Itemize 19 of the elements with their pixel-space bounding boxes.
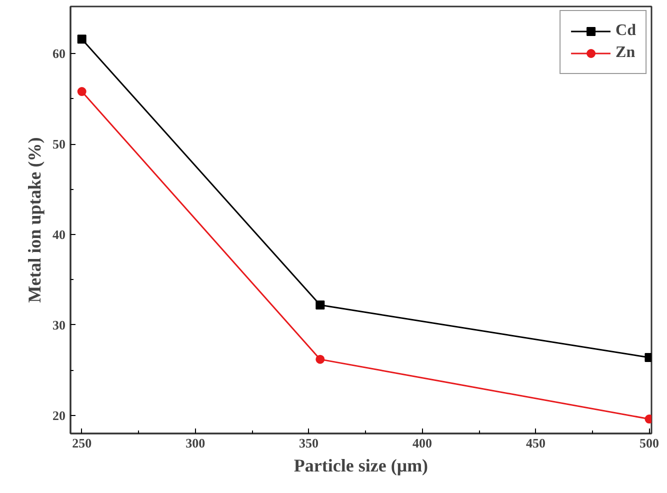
x-tick-label: 300 [186, 436, 206, 450]
x-tick-label: 250 [72, 436, 92, 450]
point [77, 87, 86, 96]
x-tick-label: 350 [299, 436, 319, 450]
legend-label: Zn [616, 44, 636, 62]
point [77, 34, 86, 44]
y-tick-label: 20 [52, 408, 66, 423]
y-axis-title: Metal ion uptake (%) [24, 137, 44, 303]
legend-label: Cd [616, 22, 636, 40]
y-tick-label: 40 [52, 226, 66, 242]
y-tick-label: 50 [52, 136, 66, 152]
x-axis-title: Particle size (μm) [294, 456, 428, 476]
x-tick-label: 400 [412, 436, 432, 450]
x-tick-label: 500 [639, 436, 659, 450]
point [316, 354, 325, 364]
y-tick-label: 30 [52, 317, 66, 332]
y-tick-label: 60 [52, 46, 66, 62]
x-tick-label: 450 [526, 436, 546, 450]
point [316, 300, 325, 310]
